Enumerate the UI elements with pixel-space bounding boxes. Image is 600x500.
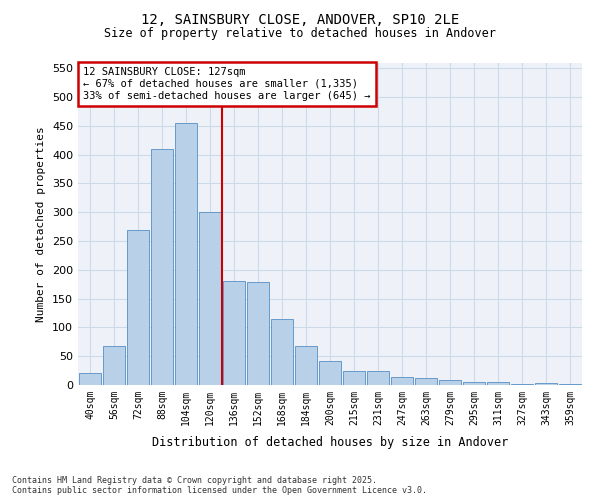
Bar xyxy=(367,370,389,385)
Bar xyxy=(103,346,125,385)
Text: Contains HM Land Registry data © Crown copyright and database right 2025.
Contai: Contains HM Land Registry data © Crown c… xyxy=(12,476,427,495)
Bar xyxy=(223,282,245,385)
Bar xyxy=(391,377,413,385)
Bar xyxy=(463,382,485,385)
Bar xyxy=(511,384,533,385)
Bar xyxy=(247,282,269,385)
Bar xyxy=(535,382,557,385)
Bar xyxy=(175,123,197,385)
Text: 12, SAINSBURY CLOSE, ANDOVER, SP10 2LE: 12, SAINSBURY CLOSE, ANDOVER, SP10 2LE xyxy=(141,12,459,26)
Bar xyxy=(487,382,509,385)
Y-axis label: Number of detached properties: Number of detached properties xyxy=(37,126,46,322)
Bar xyxy=(127,230,149,385)
X-axis label: Distribution of detached houses by size in Andover: Distribution of detached houses by size … xyxy=(152,436,508,449)
Text: 12 SAINSBURY CLOSE: 127sqm
← 67% of detached houses are smaller (1,335)
33% of s: 12 SAINSBURY CLOSE: 127sqm ← 67% of deta… xyxy=(83,68,371,100)
Bar xyxy=(319,361,341,385)
Bar xyxy=(343,370,365,385)
Bar xyxy=(295,346,317,385)
Bar xyxy=(415,378,437,385)
Bar xyxy=(79,374,101,385)
Bar xyxy=(199,212,221,385)
Bar xyxy=(151,149,173,385)
Text: Size of property relative to detached houses in Andover: Size of property relative to detached ho… xyxy=(104,28,496,40)
Bar xyxy=(271,319,293,385)
Bar xyxy=(439,380,461,385)
Bar xyxy=(559,384,581,385)
